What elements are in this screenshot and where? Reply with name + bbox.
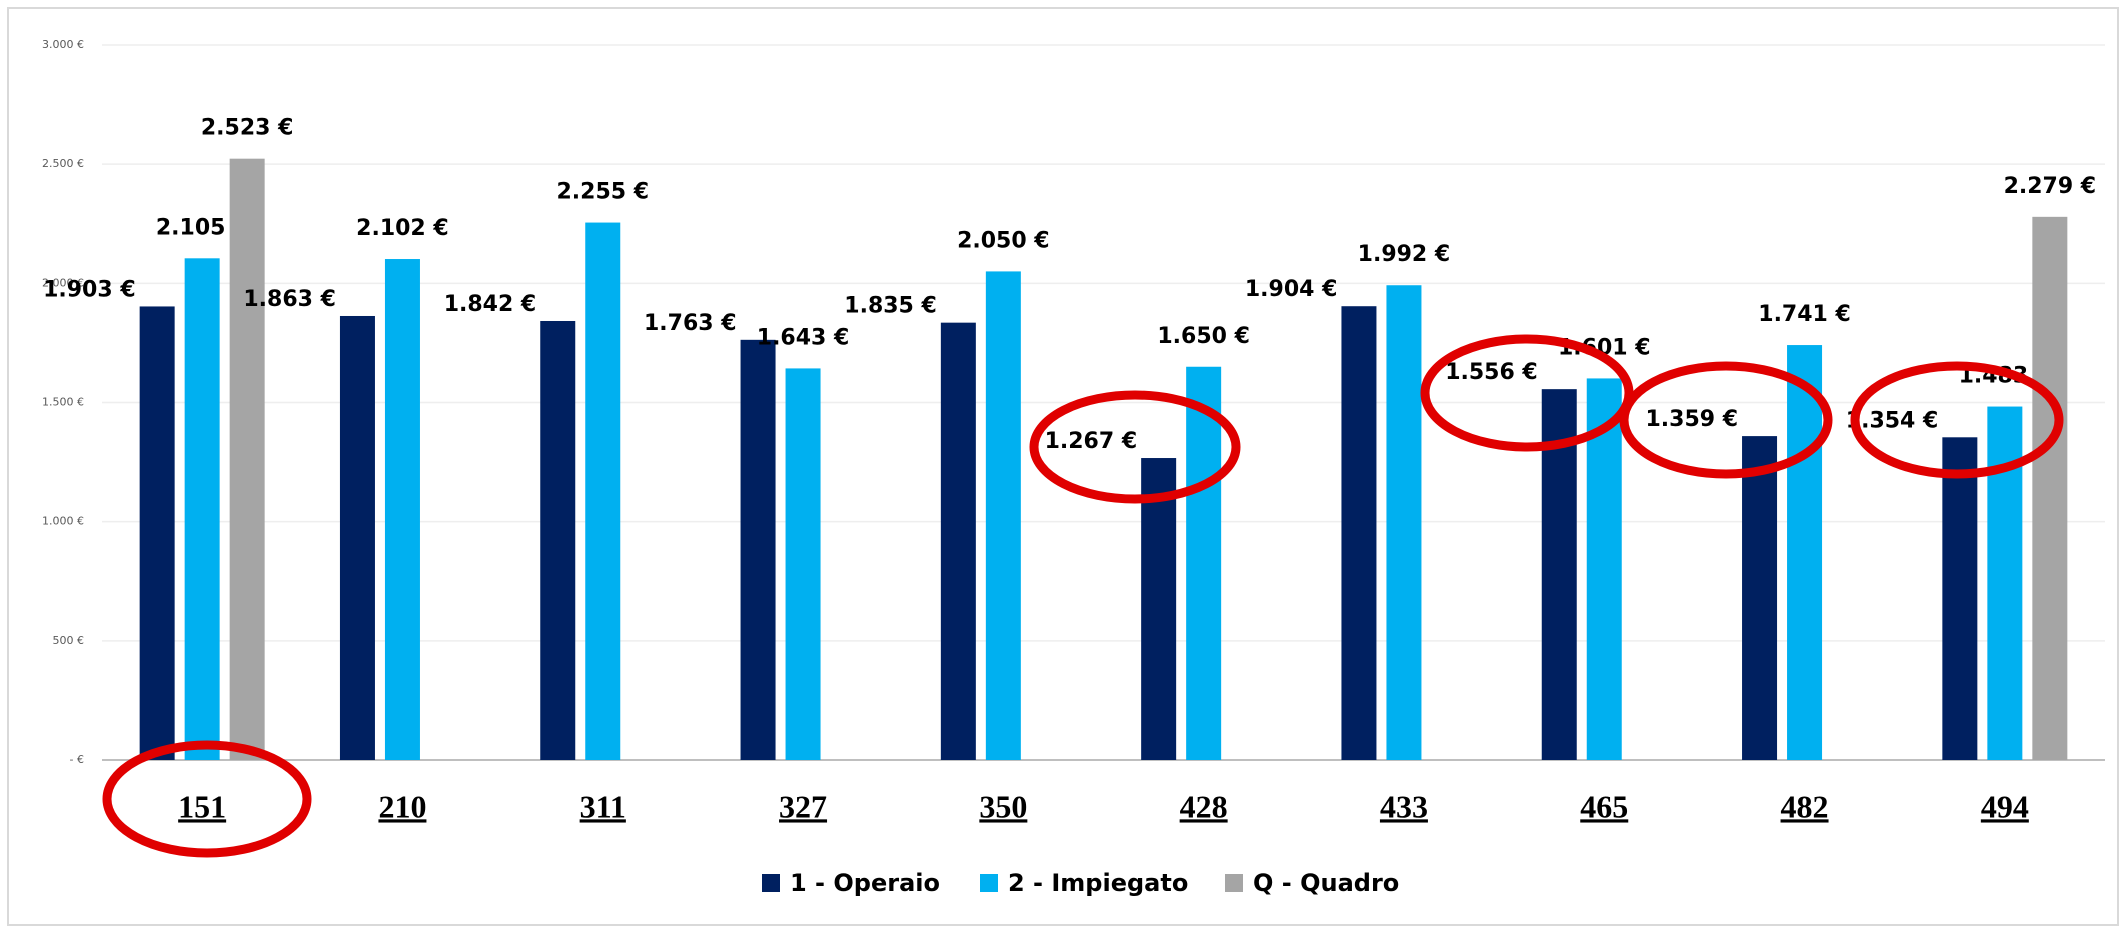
data-label: 1.835 € bbox=[844, 294, 937, 319]
highlight-circle bbox=[1850, 361, 2064, 479]
x-tick-label: 494 bbox=[1981, 788, 2029, 824]
x-tick-label: 151 bbox=[178, 788, 226, 824]
bar bbox=[1541, 389, 1577, 760]
data-label: 2.102 € bbox=[356, 216, 449, 241]
bar bbox=[1787, 345, 1823, 760]
data-label: 1.992 € bbox=[1358, 242, 1451, 267]
y-tick-label: 1.000 € bbox=[42, 515, 84, 528]
legend-label: 1 - Operaio bbox=[790, 869, 940, 897]
plot: - € 500 € 1.000 € 1.500 € 2.000 € 2.500 € 3.00… bbox=[42, 38, 2105, 897]
highlight-circle bbox=[102, 740, 312, 858]
y-tick-label: 2.000 € bbox=[42, 276, 84, 289]
x-tick-label: 350 bbox=[979, 788, 1027, 824]
legend-label: 2 - Impiegato bbox=[1008, 869, 1188, 897]
y-tick-label: 2.500 € bbox=[42, 157, 84, 170]
highlight-circle bbox=[1619, 361, 1833, 479]
data-label: 2.523 € bbox=[201, 116, 294, 141]
x-tick-label: 433 bbox=[1380, 788, 1428, 824]
data-label: 1.763 € bbox=[644, 311, 737, 336]
bar bbox=[585, 222, 621, 760]
highlight-circle bbox=[1029, 390, 1241, 504]
y-tick-label: 3.000 € bbox=[42, 38, 84, 51]
bar bbox=[1586, 378, 1622, 760]
bar bbox=[540, 320, 576, 760]
data-label: 1.904 € bbox=[1245, 277, 1338, 302]
bar bbox=[1942, 437, 1978, 760]
legend-swatch bbox=[1225, 874, 1243, 892]
y-tick-label: 500 € bbox=[53, 634, 85, 647]
bar bbox=[339, 315, 375, 760]
bar bbox=[940, 322, 976, 760]
data-label: 1.643 € bbox=[757, 325, 850, 350]
data-label: 1.863 € bbox=[243, 287, 336, 312]
bar bbox=[785, 368, 821, 760]
data-label: 1.842 € bbox=[444, 292, 537, 317]
data-label: 1.359 € bbox=[1645, 407, 1738, 432]
bar bbox=[384, 259, 420, 760]
bar bbox=[1141, 458, 1177, 760]
bar bbox=[229, 158, 265, 760]
data-label: 1.650 € bbox=[1157, 324, 1250, 349]
x-tick-label: 428 bbox=[1180, 788, 1228, 824]
bar bbox=[985, 271, 1021, 760]
bar bbox=[2032, 216, 2068, 761]
data-label: 1.556 € bbox=[1445, 360, 1538, 385]
annotations bbox=[102, 334, 2064, 858]
legend-swatch bbox=[980, 874, 998, 892]
x-tick-label: 311 bbox=[580, 788, 626, 824]
bar bbox=[1386, 285, 1422, 760]
bar bbox=[139, 306, 175, 760]
y-tick-label: 1.500 € bbox=[42, 396, 84, 409]
legend-label: Q - Quadro bbox=[1253, 869, 1399, 897]
bar bbox=[1742, 436, 1778, 760]
data-label: 2.279 € bbox=[2004, 174, 2097, 199]
bar bbox=[740, 339, 776, 760]
y-tick-label: - € bbox=[70, 753, 84, 766]
data-label: 2.050 € bbox=[957, 228, 1050, 253]
data-label: 2.255 € bbox=[556, 180, 649, 205]
x-tick-label: 482 bbox=[1781, 788, 1829, 824]
data-label: 1.267 € bbox=[1045, 429, 1138, 454]
data-label: 1.903 € bbox=[43, 277, 136, 302]
x-tick-label: 327 bbox=[779, 788, 827, 824]
x-tick-label: 465 bbox=[1580, 788, 1628, 824]
bar bbox=[1186, 366, 1222, 760]
x-tick-label: 210 bbox=[378, 788, 426, 824]
bar bbox=[1341, 306, 1377, 760]
bar bbox=[184, 258, 220, 760]
data-label: 1.741 € bbox=[1758, 302, 1851, 327]
highlight-circle bbox=[1420, 334, 1634, 452]
legend-swatch bbox=[762, 874, 780, 892]
